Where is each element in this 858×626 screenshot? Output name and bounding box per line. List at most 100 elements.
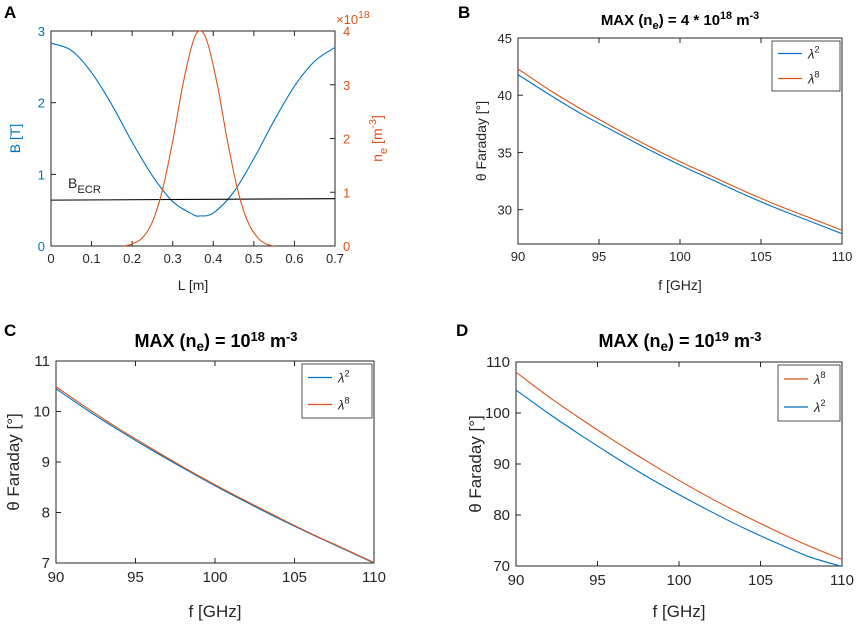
right-axis-exponent: ×1018 [336, 10, 370, 27]
title-text: m [732, 12, 750, 29]
y-tick-label: 9 [42, 454, 50, 471]
y-tick-label: 45 [498, 31, 512, 46]
series-line-lambda-8 [55, 386, 375, 563]
legend-box [777, 364, 841, 422]
y-tick-label: 10 [33, 404, 50, 421]
title-superscript: 19 [715, 329, 729, 344]
plot-frame [50, 30, 336, 247]
legend-symbol: λ [807, 47, 814, 62]
x-tick-label: 90 [508, 572, 525, 589]
series-line-lambda-8 [515, 371, 843, 560]
title-superscript: 18 [720, 10, 732, 22]
panel-letter: A [4, 3, 16, 22]
x-tick-label: 0.2 [123, 251, 141, 266]
x-tick-label: 0 [47, 251, 54, 266]
legend: λ2 λ8 [771, 40, 841, 92]
legend-label-lambda-2: λ2 [807, 45, 820, 62]
y-tick-label: 0 [38, 239, 45, 254]
x-axis-label: L [m] [178, 277, 209, 293]
chart-title: MAX (ne) = 1019 m-3 [598, 329, 761, 354]
x-tick-label: 100 [666, 572, 691, 589]
series-line-lambda-2 [515, 389, 843, 568]
legend-symbol: λ [807, 72, 814, 87]
title-text: ) = 4 * 10 [659, 12, 720, 29]
title-superscript: -3 [750, 329, 762, 344]
y-tick-label: 110 [486, 354, 510, 371]
legend-superscript: 8 [820, 370, 825, 380]
y-tick-label: 8 [42, 505, 50, 522]
chart-title: MAX (ne) = 1018 m-3 [134, 329, 297, 354]
series-line-n_e [123, 30, 275, 247]
x-axis-label: f [GHz] [653, 602, 706, 621]
y-tick-label: 30 [498, 203, 512, 218]
x-axis-label: f [GHz] [189, 602, 242, 621]
x-tick-label: 100 [669, 249, 691, 264]
x-tick-label: 0.5 [245, 251, 263, 266]
y-tick-label: 2 [343, 132, 350, 147]
x-tick-label: 0.6 [285, 251, 303, 266]
legend-box [771, 40, 841, 92]
title-text: MAX (n [601, 12, 653, 29]
legend-label-lambda-2: λ2 [337, 369, 350, 386]
x-tick-label: 95 [592, 249, 606, 264]
title-subscript: e [660, 339, 668, 354]
legend-symbol: λ [337, 398, 344, 413]
x-tick-label: 90 [511, 249, 525, 264]
y-axis-label: θ Faraday [°] [4, 413, 23, 511]
annotation-text: B [68, 175, 77, 191]
y-tick-label: 3 [343, 78, 350, 93]
legend-label-lambda-8: λ8 [807, 70, 820, 87]
title-text: MAX (n [598, 331, 660, 351]
y-axis-label: θ Faraday [°] [466, 415, 485, 513]
y-tick-label: 40 [498, 88, 512, 103]
y-tick-label: 90 [493, 456, 510, 473]
x-tick-label: 105 [282, 569, 307, 586]
ylabel-subscript: e [378, 148, 390, 154]
title-subscript: e [652, 20, 658, 32]
y-tick-label: 35 [498, 145, 512, 160]
annotation-subscript: ECR [77, 184, 101, 196]
x-axis-label: f [GHz] [658, 277, 702, 293]
y-tick-label: 7 [42, 555, 50, 572]
panel-c: MAX (ne) = 1018 m-3 90 95 100 105 110 7 8 9 10 11 λ… [4, 329, 386, 621]
y-tick-label: 4 [343, 24, 350, 39]
y-tick-label: 0 [343, 239, 350, 254]
x-tick-label: 0.1 [83, 251, 101, 266]
exponent-text: ×10 [336, 12, 358, 27]
x-tick-label: 105 [748, 572, 773, 589]
y-axis-label-left: B [T] [7, 124, 23, 154]
x-tick-label: 110 [830, 572, 854, 589]
legend-superscript: 2 [820, 398, 825, 408]
x-tick-label: 90 [48, 569, 65, 586]
legend-superscript: 8 [344, 396, 349, 406]
x-tick-label: 105 [750, 249, 772, 264]
x-tick-label: 95 [589, 572, 606, 589]
y-tick-label: 80 [493, 507, 510, 524]
title-text: MAX (n [134, 331, 196, 351]
title-superscript: -3 [750, 10, 760, 22]
legend-label-lambda-2: λ2 [813, 398, 826, 415]
x-tick-label: 110 [362, 569, 386, 586]
legend-symbol: λ [813, 400, 820, 415]
title-text: ) = 10 [668, 331, 715, 351]
annotation-b-ecr: BECR [68, 175, 101, 196]
y-tick-label: 3 [38, 24, 45, 39]
x-tick-label: 0.4 [204, 251, 222, 266]
y-axis-label: θ Faraday [°] [473, 101, 489, 181]
y-tick-label: 11 [34, 353, 50, 370]
panel-d: MAX (ne) = 1019 m-3 90 95 100 105 110 70 80 90 10… [466, 329, 854, 621]
legend-label-lambda-8: λ8 [337, 396, 350, 413]
panel-letter: D [456, 321, 468, 340]
title-subscript: e [196, 339, 204, 354]
title-text: m [729, 331, 750, 351]
y-tick-label: 1 [343, 185, 350, 200]
ylabel-superscript: -3 [367, 119, 379, 128]
ylabel-text: [m [369, 128, 385, 147]
ylabel-text: ] [369, 115, 385, 119]
title-superscript: -3 [286, 329, 298, 344]
legend-symbol: λ [337, 371, 344, 386]
legend-label-lambda-8: λ8 [813, 370, 826, 387]
